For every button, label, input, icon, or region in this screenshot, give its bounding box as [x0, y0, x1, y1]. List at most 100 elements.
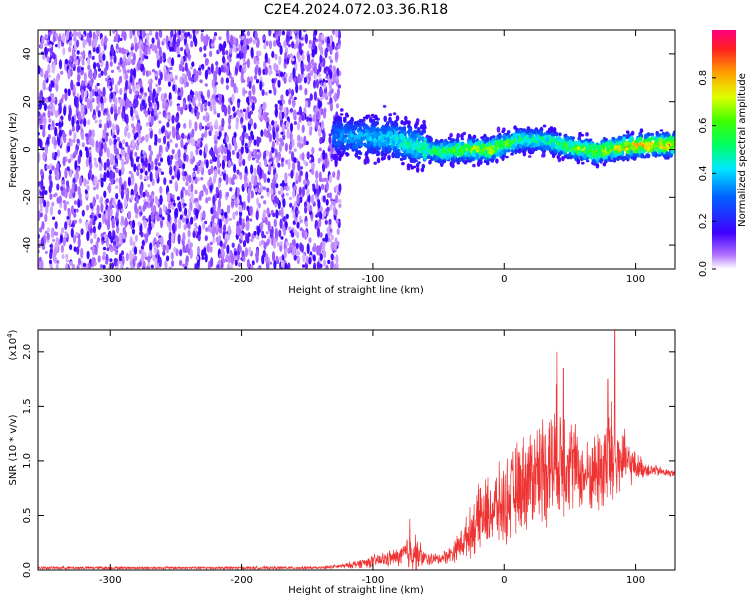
- heatmap-cell: [184, 266, 188, 269]
- heatmap-cell: [206, 36, 210, 41]
- heatmap-cell: [151, 221, 155, 229]
- heatmap-cell: [223, 224, 227, 232]
- heatmap-cell: [67, 158, 71, 164]
- heatmap-cell: [147, 51, 151, 55]
- heatmap-cell: [56, 149, 61, 158]
- heatmap-cell: [66, 216, 70, 220]
- heatmap-cell: [185, 42, 189, 54]
- heatmap-cell: [319, 263, 323, 269]
- heatmap-cell: [338, 183, 342, 193]
- heatmap-cell: [344, 127, 349, 133]
- heatmap-cell: [75, 96, 79, 106]
- heatmap-cell: [277, 100, 281, 104]
- heatmap-cell: [194, 121, 198, 132]
- heatmap-cell: [80, 247, 84, 259]
- heatmap-cell: [142, 99, 146, 107]
- heatmap-cell: [266, 134, 270, 138]
- heatmap-cell: [335, 184, 339, 193]
- heatmap-cell: [167, 213, 171, 222]
- heatmap-cell: [323, 81, 327, 89]
- heatmap-cell: [253, 122, 257, 130]
- heatmap-cell: [291, 57, 295, 62]
- heatmap-cell: [64, 221, 68, 230]
- heatmap-cell: [278, 229, 282, 238]
- heatmap-cell: [135, 114, 139, 119]
- heatmap-cell: [166, 121, 170, 128]
- heatmap-cell: [292, 245, 296, 257]
- heatmap-cell: [47, 109, 51, 119]
- heatmap-cell: [174, 180, 178, 191]
- heatmap-cell: [226, 65, 230, 76]
- heatmap-cell: [256, 149, 260, 153]
- heatmap-cell: [151, 43, 155, 52]
- heatmap-cell: [132, 67, 137, 78]
- heatmap-cell: [259, 117, 263, 122]
- heatmap-cell: [64, 58, 68, 65]
- heatmap-cell: [54, 231, 59, 236]
- heatmap-cell: [275, 209, 279, 219]
- heatmap-cell: [185, 81, 189, 88]
- heatmap-cell: [306, 64, 310, 72]
- heatmap-cell: [116, 66, 120, 70]
- heatmap-cell: [306, 179, 310, 187]
- heatmap-cell: [328, 55, 332, 60]
- heatmap-cell: [190, 40, 194, 48]
- heatmap-cell: [44, 190, 48, 195]
- heatmap-cell: [118, 47, 122, 54]
- heatmap-cell: [149, 30, 153, 34]
- heatmap-cell: [335, 254, 339, 264]
- heatmap-cell: [102, 254, 106, 261]
- heatmap-cell: [41, 147, 45, 151]
- heatmap-cell: [81, 131, 85, 141]
- heatmap-cell: [80, 67, 84, 71]
- heatmap-cell: [298, 30, 302, 40]
- heatmap-cell: [46, 227, 51, 232]
- heatmap-cell: [229, 44, 233, 49]
- heatmap-cell: [395, 115, 400, 122]
- heatmap-cell: [73, 132, 77, 140]
- heatmap-cell: [321, 244, 326, 253]
- heatmap-cell: [72, 152, 76, 159]
- heatmap-cell: [128, 88, 133, 95]
- heatmap-cell: [170, 251, 174, 260]
- heatmap-cell: [106, 147, 110, 159]
- heatmap-cell: [158, 86, 162, 92]
- heatmap-cell: [150, 214, 154, 222]
- heatmap-cell: [121, 149, 125, 157]
- heatmap-cell: [75, 233, 79, 237]
- heatmap-cell: [51, 201, 55, 207]
- heatmap-cell: [118, 233, 122, 245]
- heatmap-cell: [122, 226, 126, 235]
- heatmap-cell: [50, 228, 55, 239]
- heatmap-cell: [274, 77, 278, 82]
- heatmap-cell: [218, 177, 222, 183]
- heatmap-cell: [314, 30, 318, 36]
- heatmap-cell: [147, 184, 151, 188]
- heatmap-cell: [166, 73, 170, 83]
- heatmap-cell: [113, 134, 117, 139]
- heatmap-cell: [125, 114, 129, 125]
- heatmap-cell: [73, 37, 77, 42]
- heatmap-cell: [226, 54, 230, 61]
- heatmap-cell: [93, 61, 97, 70]
- heatmap-cell: [225, 174, 229, 186]
- heatmap-cell: [257, 266, 261, 269]
- heatmap-cell: [76, 39, 80, 48]
- heatmap-cell: [238, 148, 242, 153]
- heatmap-cell: [195, 226, 199, 230]
- heatmap-cell: [115, 48, 120, 53]
- heatmap-cell: [203, 45, 207, 51]
- heatmap-cell: [68, 112, 72, 122]
- heatmap-cell: [263, 60, 267, 69]
- heatmap-cell: [187, 229, 191, 238]
- heatmap-cell: [195, 106, 199, 111]
- heatmap-cell: [302, 264, 306, 268]
- heatmap-cell: [272, 178, 276, 183]
- heatmap-cell: [284, 221, 288, 229]
- heatmap-cell: [284, 142, 288, 152]
- heatmap-cell: [260, 239, 265, 245]
- heatmap-cell: [268, 89, 272, 94]
- heatmap-cell: [188, 119, 192, 129]
- heatmap-cell: [318, 211, 323, 221]
- heatmap-cell: [79, 176, 83, 187]
